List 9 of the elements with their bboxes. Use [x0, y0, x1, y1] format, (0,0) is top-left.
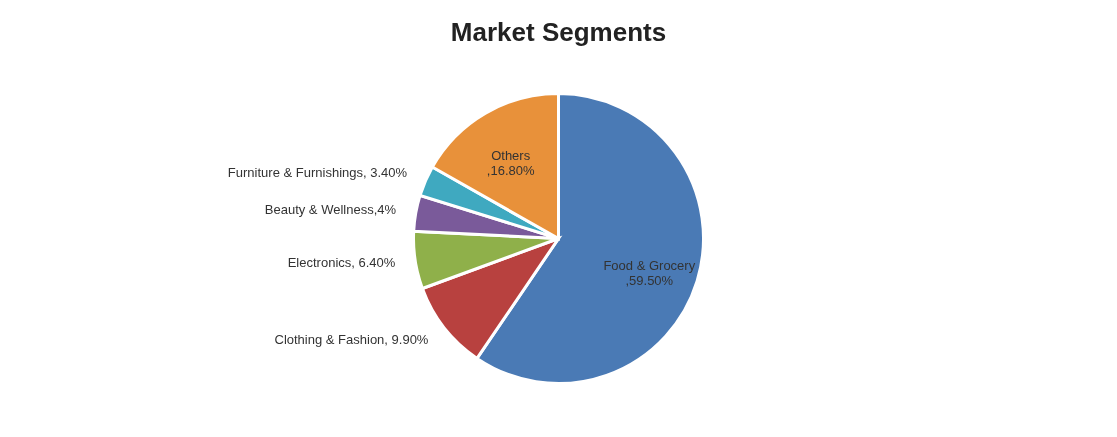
slice-label: Others: [491, 148, 531, 164]
chart-title: Market Segments: [450, 17, 667, 47]
data-label: ,16.80%: [486, 163, 535, 179]
slice-label: Furniture & Furnishings, 3.40%: [227, 164, 408, 180]
slice-label: Electronics, 6.40%: [287, 255, 396, 271]
slice-label: Food & Grocery: [603, 258, 696, 274]
slice-label: Beauty & Wellness,4%: [264, 201, 397, 217]
data-label: ,59.50%: [625, 273, 674, 289]
slice-label: Clothing & Fashion, 9.90%: [274, 332, 429, 348]
